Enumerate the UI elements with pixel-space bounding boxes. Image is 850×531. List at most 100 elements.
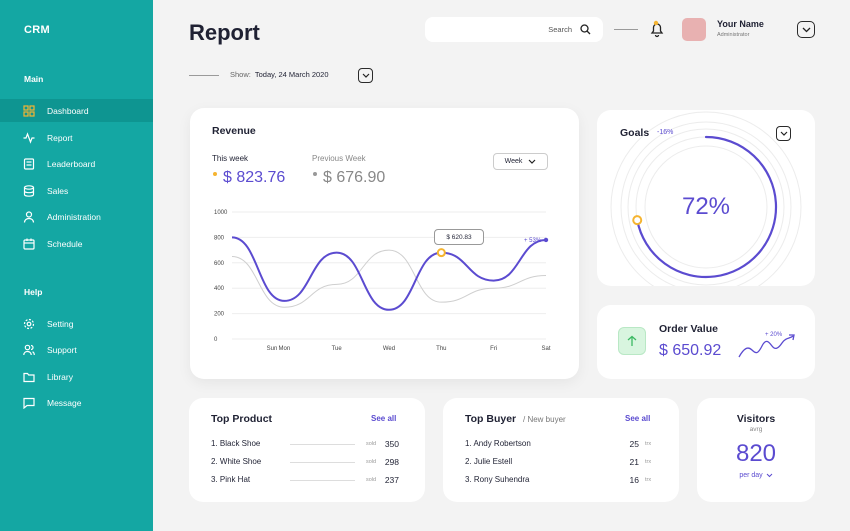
chevron-down-icon (802, 27, 810, 32)
top-product-card (189, 398, 425, 502)
divider (189, 75, 219, 76)
calendar-icon (23, 238, 35, 250)
section-main-title: Main (24, 74, 44, 84)
visitors-period-dropdown[interactable]: per day (697, 472, 815, 479)
revenue-chart: 1000 800 600 400 200 0 Sun Mon Tue Wed Thu Fri Sat (214, 210, 551, 352)
list-item: 2. White Shoe (211, 457, 262, 466)
series-line-previous-week (231, 249, 547, 308)
list-item: 2. Julie Estell (465, 457, 513, 466)
search-icon[interactable] (580, 24, 591, 35)
trx-count: 25 (629, 439, 639, 449)
trx-count: 21 (629, 457, 639, 467)
sidebar-item-leaderboard[interactable]: Leaderboard (0, 152, 153, 175)
date-filter: Show: Today, 24 March 2020 (230, 70, 329, 79)
chart-end-point (543, 237, 549, 243)
revenue-title: Revenue (212, 125, 256, 137)
visitors-sub: avrg (749, 426, 763, 433)
sidebar-item-report[interactable]: Report (0, 126, 153, 149)
sidebar-item-label: Library (47, 371, 73, 382)
sold-count: 350 (384, 439, 399, 449)
x-tick-label: Sun (267, 346, 278, 352)
list-item: 3. Rony Suhendra (465, 475, 530, 484)
top-product-title: Top Product (211, 413, 273, 425)
sold-count: 298 (384, 457, 399, 467)
message-icon (23, 397, 35, 409)
goals-percent: 72% (681, 193, 731, 220)
avatar[interactable] (682, 18, 706, 41)
top-buyer-see-all-link[interactable]: See all (625, 414, 651, 423)
dashboard-icon (23, 104, 35, 117)
chevron-down-icon (528, 159, 536, 164)
goals-delta: -16% (657, 129, 674, 136)
user-name: Your Name (717, 19, 764, 29)
prev-week-label: Previous Week (312, 154, 366, 163)
chart-tooltip: $ 620.83 (434, 229, 484, 245)
sidebar-item-administration[interactable]: Administration (0, 205, 153, 228)
sidebar-item-label: Leaderboard (47, 158, 96, 169)
sidebar-item-sales[interactable]: Sales (0, 179, 153, 202)
chevron-down-icon (362, 73, 369, 78)
chart-highlight-point[interactable] (436, 248, 446, 258)
sidebar-item-label: Sales (47, 185, 69, 196)
visitors-period: per day (739, 472, 763, 479)
sidebar-item-library[interactable]: Library (0, 365, 153, 388)
prev-week-dot (313, 172, 317, 176)
show-label: Show: (230, 70, 251, 79)
series-line-this-week (231, 236, 547, 311)
x-tick-label: Mon (278, 346, 290, 352)
arrow-up-icon (618, 327, 646, 355)
divider (614, 29, 638, 30)
sidebar-item-label: Dashboard (47, 105, 89, 116)
period-label: Week (504, 158, 523, 165)
x-tick-label: Fri (490, 346, 497, 352)
brand-logo: CRM (24, 24, 50, 36)
sidebar-item-label: Setting (47, 318, 74, 329)
search-input[interactable] (452, 25, 572, 34)
database-icon (23, 184, 35, 197)
this-week-label: This week (212, 154, 249, 163)
gear-icon (23, 318, 35, 329)
y-tick-label: 1000 (214, 210, 228, 216)
sidebar-item-message[interactable]: Message (0, 391, 153, 414)
trx-label: trx (645, 441, 652, 447)
sidebar-item-schedule[interactable]: Schedule (0, 232, 153, 255)
order-value-amount: $ 650.92 (659, 342, 722, 359)
sidebar-item-label: Message (47, 397, 82, 408)
this-week-value: $ 823.76 (223, 169, 286, 186)
chevron-down-icon (780, 131, 787, 136)
visitors-value: 820 (735, 440, 777, 467)
sold-label: sold (366, 459, 377, 465)
divider (290, 444, 355, 445)
sidebar-item-dashboard[interactable]: Dashboard (0, 99, 153, 122)
trx-count: 16 (629, 475, 639, 485)
user-icon (23, 210, 35, 223)
sold-label: sold (366, 441, 377, 447)
period-dropdown[interactable]: Week (493, 153, 548, 170)
visitors-title: Visitors (736, 413, 776, 425)
sidebar-item-support[interactable]: Support (0, 338, 153, 361)
bell-icon[interactable] (649, 20, 665, 38)
user-menu-button[interactable] (797, 21, 815, 38)
y-tick-label: 600 (214, 261, 225, 267)
y-tick-label: 400 (214, 286, 225, 292)
goals-ring (610, 111, 802, 286)
goals-title: Goals (620, 127, 650, 139)
folder-icon (23, 372, 35, 382)
sidebar-item-label: Support (47, 344, 77, 355)
sidebar-item-label: Report (47, 132, 73, 143)
top-buyer-card (443, 398, 679, 502)
top-product-see-all-link[interactable]: See all (371, 414, 397, 423)
goals-dropdown-button[interactable] (776, 126, 791, 141)
this-week-dot (213, 172, 217, 176)
sidebar-item-setting[interactable]: Setting (0, 312, 153, 335)
date-dropdown-button[interactable] (358, 68, 373, 83)
page-title: Report (189, 20, 260, 45)
search-box[interactable] (425, 17, 603, 42)
user-role: Administrator (717, 32, 750, 38)
section-help-title: Help (24, 287, 43, 297)
chart-end-label: + 53% (524, 238, 542, 244)
show-date: Today, 24 March 2020 (254, 70, 329, 79)
list-item: 1. Andy Robertson (465, 439, 531, 448)
clipboard-icon (23, 157, 35, 170)
activity-icon (23, 131, 35, 144)
